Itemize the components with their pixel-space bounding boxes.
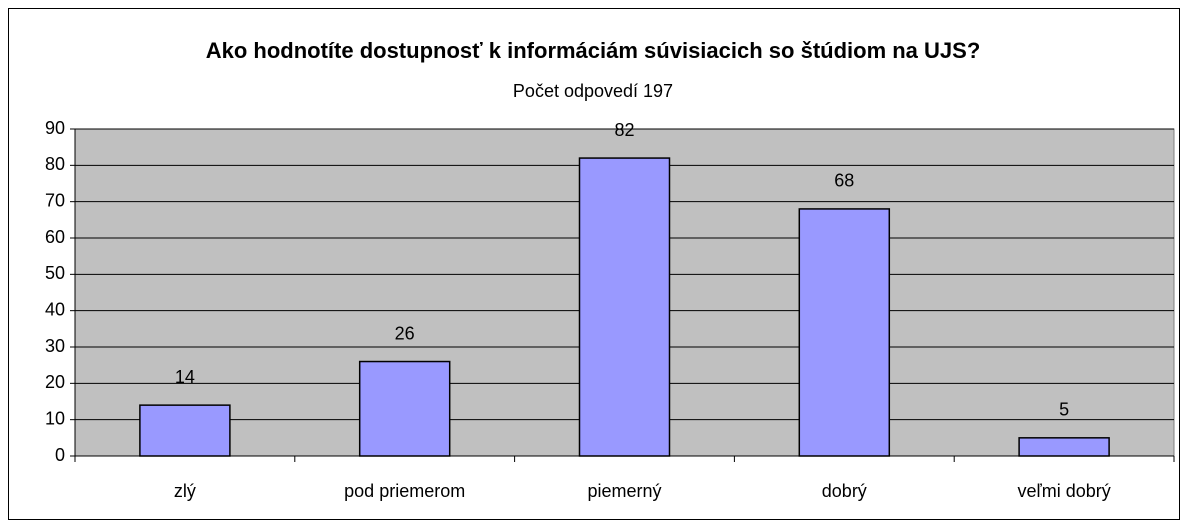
y-tick-label: 30 <box>45 336 65 356</box>
chart-subtitle: Počet odpovedí 197 <box>513 81 673 101</box>
value-label: 82 <box>614 120 634 140</box>
x-tick-label: dobrý <box>822 481 867 501</box>
x-tick-label: piemerný <box>587 481 661 501</box>
y-tick-label: 0 <box>55 445 65 465</box>
y-tick-label: 70 <box>45 190 65 210</box>
bar <box>798 208 891 457</box>
y-tick-label: 80 <box>45 154 65 174</box>
bar <box>358 360 451 457</box>
y-tick-label: 40 <box>45 299 65 319</box>
value-label: 68 <box>834 171 854 191</box>
y-tick-label: 10 <box>45 408 65 428</box>
bar <box>578 157 671 457</box>
bar <box>139 404 231 457</box>
x-tick-label: pod priemerom <box>344 481 465 501</box>
x-tick-label: veľmi dobrý <box>1017 481 1110 501</box>
y-tick-label: 60 <box>45 227 65 247</box>
bar <box>1018 437 1110 457</box>
value-label: 14 <box>175 367 195 387</box>
y-tick-label: 20 <box>45 372 65 392</box>
value-label: 26 <box>395 323 415 343</box>
y-tick-label: 90 <box>45 118 65 138</box>
value-label: 5 <box>1059 400 1069 420</box>
chart-title: Ako hodnotíte dostupnosť k informáciám s… <box>206 38 981 63</box>
x-tick-label: zlý <box>174 481 196 501</box>
y-tick-label: 50 <box>45 263 65 283</box>
